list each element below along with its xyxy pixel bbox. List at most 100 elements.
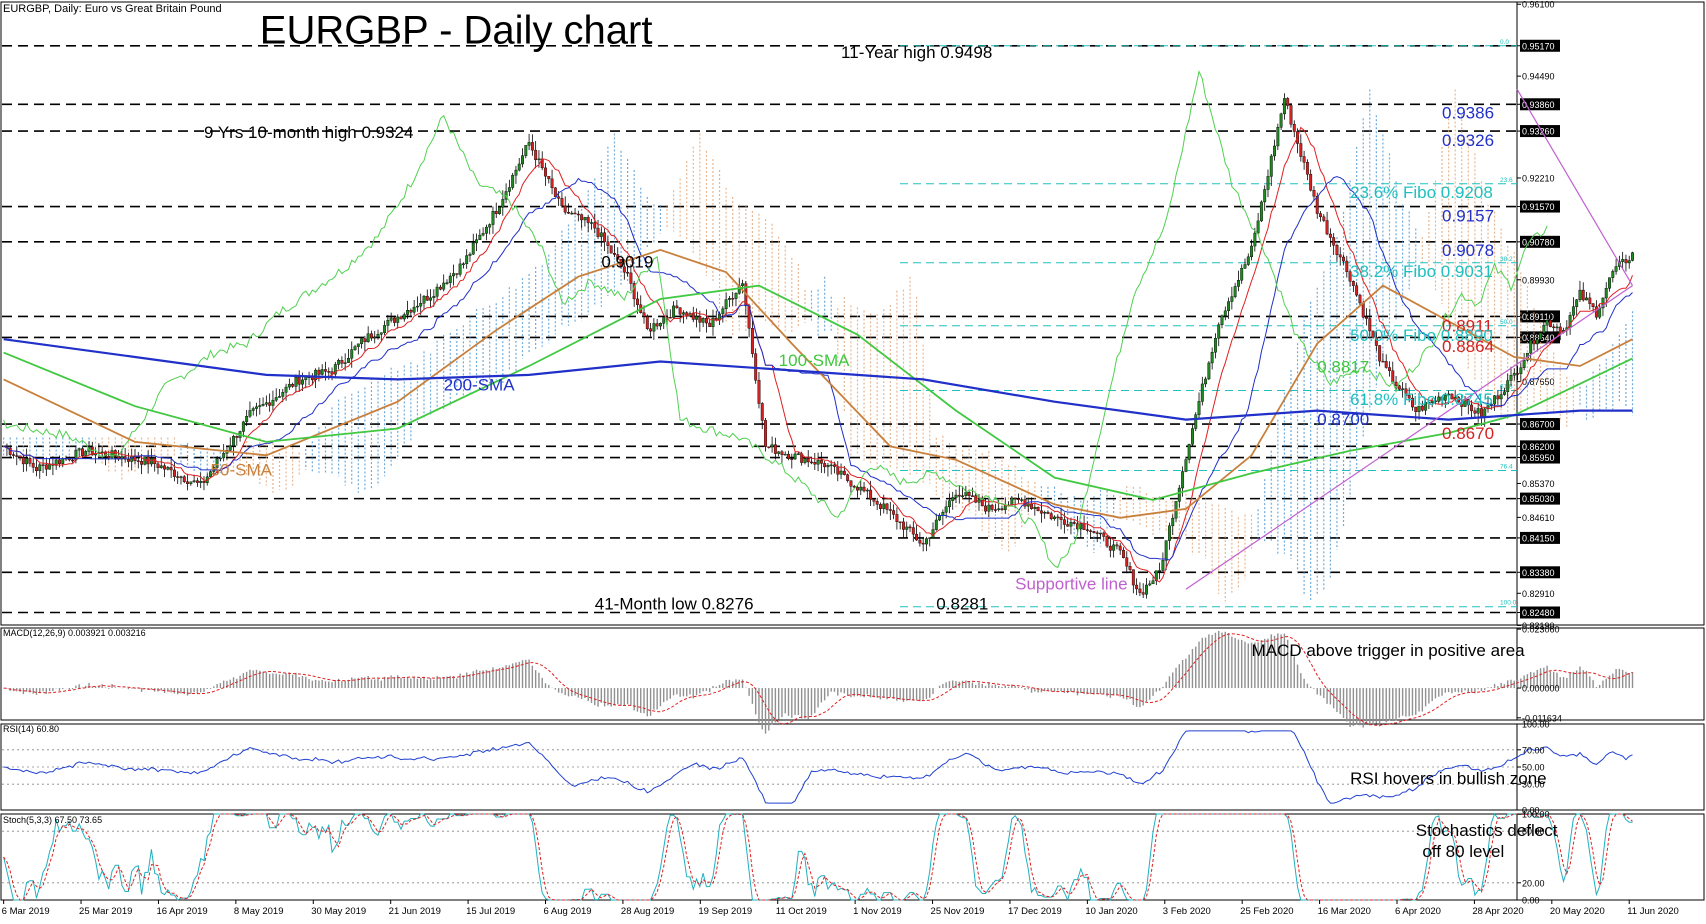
candle-body (580, 214, 584, 221)
candle-body (438, 286, 442, 290)
candle-body (888, 509, 892, 511)
date-tick-label: 25 Nov 2019 (931, 906, 985, 917)
candle-body (402, 314, 406, 320)
candle-body (1246, 256, 1250, 265)
candle-body (957, 494, 961, 497)
candle-body (1345, 260, 1349, 272)
price-tick-highlight (1520, 451, 1560, 464)
candle-body (1102, 532, 1106, 537)
candle-body (1243, 264, 1247, 269)
candle-body (498, 207, 501, 214)
candle-body (1624, 259, 1628, 264)
candle-body (1411, 397, 1414, 408)
candle-body (1282, 98, 1286, 115)
candle-body (107, 456, 111, 459)
candle-body (1171, 517, 1175, 527)
candle-body (829, 464, 833, 467)
candle-body (1516, 373, 1520, 375)
sma200-label: 200-SMA (444, 376, 516, 395)
candle-body (1030, 503, 1033, 509)
fibo-236-label: 23.6% Fibo 0.9208 (1350, 183, 1493, 202)
candle-body (1273, 145, 1276, 157)
level-9386-label: 0.9386 (1442, 104, 1494, 123)
rsi-tick-label: 50.00 (1522, 763, 1545, 773)
candle-body (366, 333, 370, 343)
candle-body (1217, 324, 1221, 339)
candle-body (1010, 497, 1014, 506)
candle-body (770, 444, 774, 448)
macd-panel-header: MACD(12,26,9) 0.003921 0.003216 (3, 628, 146, 638)
price-tick-label: 0.85950 (1522, 453, 1555, 463)
candle-body (895, 514, 899, 523)
candle-body (271, 399, 275, 406)
candle-body (658, 323, 662, 327)
candle-body (1312, 190, 1316, 197)
candle-body (1368, 318, 1372, 332)
candle-body (268, 402, 272, 406)
candle-body (1250, 245, 1254, 258)
candle-body (517, 163, 521, 171)
candle-body (1608, 277, 1611, 289)
price-tick-label: 0.83380 (1522, 568, 1555, 578)
price-tick-highlight (1520, 606, 1560, 619)
candle-body (494, 211, 498, 214)
candle-body (596, 227, 600, 237)
candle-body (172, 469, 176, 477)
candle-body (767, 446, 771, 448)
candle-body (849, 480, 853, 487)
level-8911-label: 0.8911 (1442, 317, 1493, 336)
candle-body (422, 295, 426, 304)
candle-body (783, 453, 787, 456)
candle-body (1020, 499, 1024, 501)
candle-body (567, 212, 570, 214)
candle-body (1145, 584, 1148, 595)
price-tick-highlight (1520, 98, 1560, 111)
candle-body (159, 465, 163, 468)
candle-body (514, 169, 518, 176)
candle-body (1141, 592, 1145, 595)
candle-body (1299, 143, 1303, 157)
candle-body (1434, 400, 1437, 403)
candle-body (1404, 388, 1408, 396)
candle-body (363, 338, 367, 343)
candle-body (281, 392, 285, 397)
candle-body (166, 467, 170, 470)
price-tick-highlight (1520, 125, 1560, 138)
candle-body (869, 489, 873, 500)
date-tick-label: 28 Apr 2020 (1472, 906, 1523, 917)
candle-body (1072, 522, 1076, 524)
candle-body (163, 465, 167, 470)
stoch-tick-label: 0.00 (1522, 896, 1540, 906)
candle-body (1095, 532, 1099, 534)
candle-body (448, 275, 452, 283)
candle-body (908, 526, 912, 529)
candle-body (1555, 326, 1559, 329)
fibo-382-label: 38.2% Fibo 0.9031 (1350, 262, 1493, 281)
candle-body (195, 480, 199, 483)
candle-body (921, 542, 925, 545)
high-11y-annotation: 11-Year high 0.9498 (841, 43, 992, 62)
candle-body (603, 232, 607, 242)
date-tick-label: 21 Jun 2019 (389, 906, 441, 917)
candle-body (859, 486, 863, 491)
candle-body (209, 471, 212, 478)
price-tick-label: 0.89930 (1522, 275, 1555, 285)
candle-body (727, 298, 731, 300)
candle-body (1266, 176, 1270, 190)
price-tick-label: 0.96100 (1522, 0, 1555, 10)
high-9y-annotation: 9 Yrs 10-month high 0.9324 (204, 123, 414, 142)
candle-body (606, 241, 610, 246)
candle-body (1621, 259, 1625, 262)
candle-body (701, 318, 705, 323)
candle-body (964, 492, 968, 496)
candle-body (251, 408, 255, 411)
candle-body (442, 282, 446, 290)
candle-body (918, 539, 922, 544)
candle-body (255, 406, 258, 409)
rsi-tick-label: 70.00 (1522, 745, 1545, 755)
candle-body (790, 458, 794, 460)
candle-body (924, 538, 928, 545)
candle-body (593, 222, 597, 229)
candle-body (1571, 306, 1575, 316)
candle-body (977, 499, 981, 503)
